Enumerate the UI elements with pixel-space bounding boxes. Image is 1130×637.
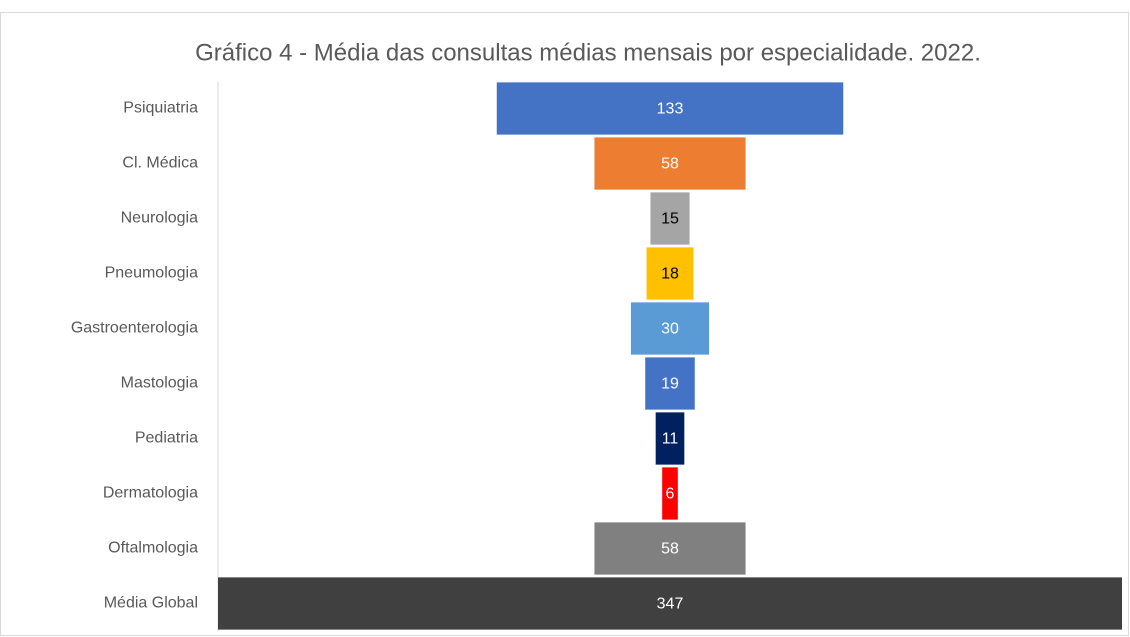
data-label: 30 <box>661 321 679 338</box>
bar <box>655 412 685 465</box>
category-label: Média Global <box>104 595 198 612</box>
data-label: 15 <box>661 211 679 228</box>
bar <box>594 522 746 575</box>
bar <box>496 82 844 135</box>
category-label: Gastroenterologia <box>71 320 198 337</box>
category-label: Dermatologia <box>103 485 198 502</box>
bar <box>218 577 1122 630</box>
category-label: Cl. Médica <box>122 155 198 172</box>
data-label: 18 <box>661 266 679 283</box>
category-label: Neurologia <box>121 210 198 227</box>
data-label: 11 <box>662 431 679 448</box>
bar <box>594 137 746 190</box>
chart-title: Gráfico 4 - Média das consultas médias m… <box>195 39 981 66</box>
category-label: Oftalmologia <box>108 540 198 557</box>
bar <box>646 247 694 300</box>
data-label: 347 <box>657 596 684 613</box>
bar <box>645 357 695 410</box>
bar <box>650 192 690 245</box>
data-label: 6 <box>666 486 675 503</box>
category-label: Psiquiatria <box>123 100 198 117</box>
data-label: 58 <box>661 156 679 173</box>
category-label: Mastologia <box>121 375 198 392</box>
bar <box>662 467 678 520</box>
data-label: 19 <box>661 376 679 393</box>
data-label: 58 <box>661 541 679 558</box>
category-label: Pneumologia <box>105 265 199 282</box>
data-label: 133 <box>657 101 684 118</box>
bar <box>630 302 710 355</box>
category-label: Pediatria <box>135 430 198 447</box>
